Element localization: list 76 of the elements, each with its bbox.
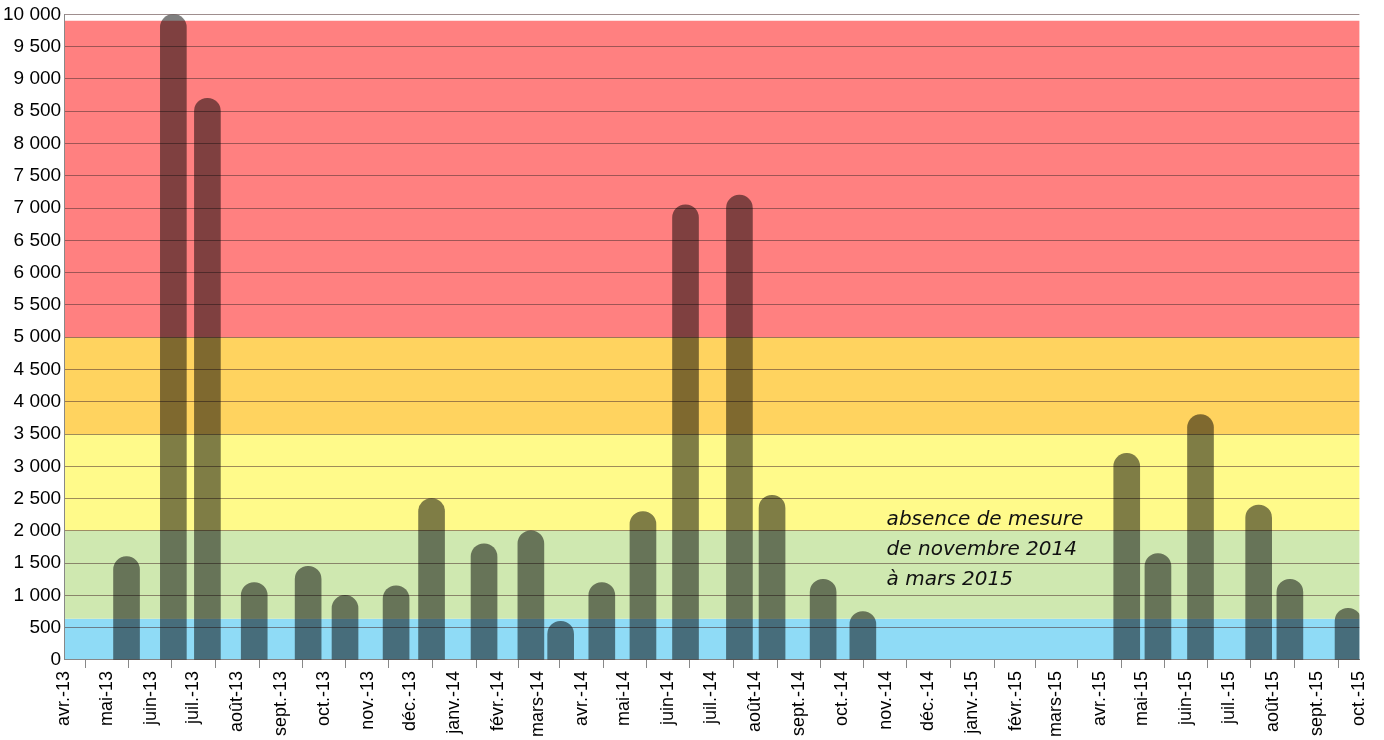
- bar: [758, 495, 786, 660]
- y-tick-label: 2 000: [13, 519, 62, 541]
- bar: [1113, 453, 1141, 660]
- y-tick-label: 1 500: [13, 551, 62, 573]
- x-tick-label: avr.-13: [53, 670, 74, 727]
- bar: [1245, 504, 1272, 660]
- x-tick-label: sept.-14: [787, 670, 808, 737]
- x-tick-label: avr.-15: [1088, 670, 1109, 727]
- y-tick-label: 8 000: [13, 131, 62, 153]
- bar: [672, 204, 699, 660]
- y-tick-label: 9 000: [13, 67, 62, 89]
- y-tick-label: 5 000: [13, 325, 62, 347]
- x-tick-label: juin-15: [1175, 670, 1196, 727]
- y-tick-label: 4 000: [13, 389, 62, 411]
- bar: [382, 585, 410, 660]
- y-tick-label: 6 000: [13, 260, 62, 282]
- bar: [809, 578, 837, 660]
- y-tick-label: 6 500: [13, 228, 62, 250]
- x-tick-label: nov.-13: [356, 670, 377, 730]
- x-tick-label: sept.-15: [1305, 670, 1326, 737]
- bar: [240, 582, 268, 660]
- x-tick-label: août-13: [226, 670, 247, 733]
- y-tick-label: 500: [29, 615, 62, 637]
- x-tick-label: juin-14: [657, 670, 678, 727]
- bar: [1276, 578, 1304, 660]
- x-tick-label: févr.-15: [1005, 670, 1026, 732]
- x-tick-label: déc.-13: [399, 670, 420, 732]
- x-tick-label: juil.-15: [1217, 670, 1238, 726]
- bar: [1144, 553, 1172, 660]
- x-tick-label: mai-13: [95, 670, 116, 727]
- y-tick-label: 9 500: [13, 34, 62, 56]
- bar: [470, 543, 498, 660]
- bar: [331, 595, 359, 660]
- x-tick-label: oct.-15: [1348, 670, 1369, 727]
- bar: [588, 582, 616, 660]
- y-tick-label: 4 500: [13, 357, 62, 379]
- x-tick-label: juin-13: [139, 670, 160, 727]
- x-tick-label: août-15: [1261, 670, 1282, 733]
- x-tick-label: mai-15: [1131, 670, 1152, 727]
- x-tick-label: févr.-14: [487, 670, 508, 732]
- bar: [294, 566, 322, 660]
- y-tick-label: 8 500: [13, 99, 62, 121]
- y-tick-label: 2 500: [13, 486, 62, 508]
- x-tick-label: janv.-15: [961, 670, 982, 735]
- y-tick-label: 1 000: [13, 583, 62, 605]
- y-tick-label: 10 000: [2, 2, 62, 24]
- bar: [160, 14, 187, 660]
- x-tick-label: janv.-14: [443, 670, 464, 735]
- bar: [113, 556, 140, 660]
- x-tick-label: sept.-13: [270, 670, 291, 737]
- x-tick-label: mai-14: [613, 670, 634, 727]
- y-tick-label: 0: [50, 648, 62, 670]
- x-tick-label: août-14: [744, 670, 764, 733]
- x-tick-label: oct.-13: [312, 670, 333, 727]
- x-tick-label: mars-14: [526, 670, 547, 737]
- y-tick-label: 7 500: [13, 164, 62, 186]
- x-tick-label: juil.-14: [700, 670, 721, 726]
- bar: [849, 611, 877, 660]
- y-tick-label: 3 000: [13, 454, 62, 476]
- bar: [194, 98, 221, 660]
- bar: [629, 511, 657, 660]
- bar: [1187, 414, 1214, 660]
- y-tick-label: 3 500: [13, 422, 62, 444]
- x-tick-label: mars-15: [1044, 670, 1065, 737]
- x-tick-label: oct.-14: [830, 670, 851, 727]
- bar: [517, 530, 545, 660]
- bar: [1334, 608, 1360, 660]
- bar: [418, 498, 445, 660]
- x-tick-label: déc.-14: [917, 670, 938, 732]
- x-tick-label: avr.-14: [570, 670, 591, 727]
- bar: [726, 194, 753, 660]
- x-tick-label: nov.-14: [874, 670, 895, 730]
- annotation: absence de mesure de novembre 2014 à mars 2015: [886, 505, 1084, 590]
- x-tick-label: juil.-13: [182, 670, 203, 726]
- y-tick-label: 7 000: [13, 196, 62, 218]
- y-tick-label: 5 500: [13, 293, 62, 315]
